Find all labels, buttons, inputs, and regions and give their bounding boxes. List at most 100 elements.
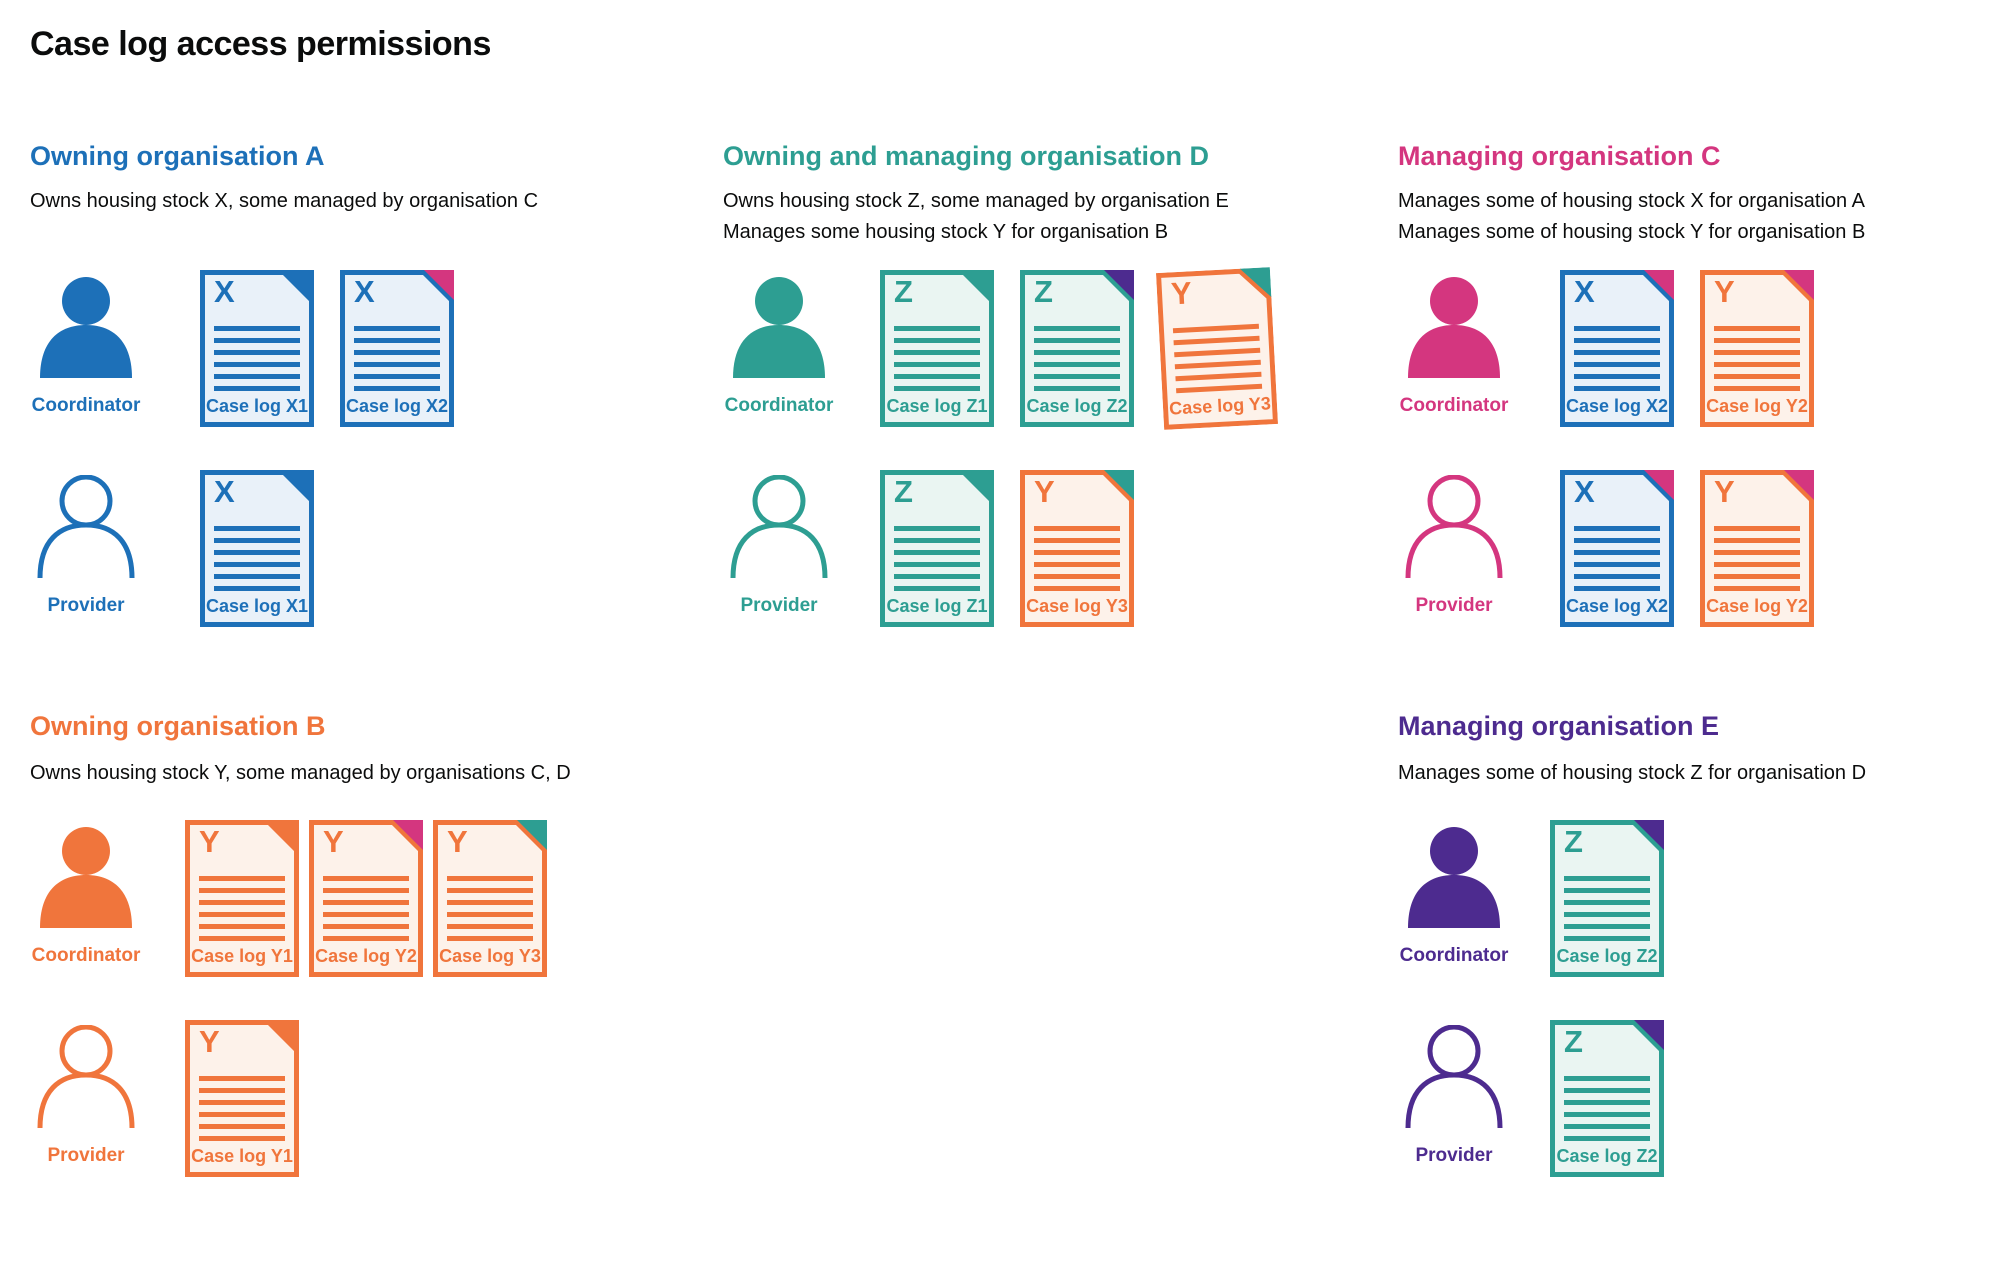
document-label: Case log Z1 [886, 396, 988, 416]
case-log-document-icon: Z Case log Z2 [1020, 270, 1134, 427]
document-text-line [323, 900, 409, 905]
corner-fold [284, 470, 314, 500]
document-letter: X [214, 474, 235, 509]
corner-fold [964, 470, 994, 500]
corner-fold [1239, 267, 1272, 298]
document-text-line [1564, 912, 1650, 917]
role-label: Provider [47, 595, 125, 616]
document-text-line [1564, 1112, 1650, 1117]
provider-figure: Provider [30, 470, 142, 630]
section-description: Manages some of housing stock Z for orga… [1398, 758, 1866, 789]
document-letter: Y [323, 824, 344, 859]
coordinator-person-icon [1408, 277, 1500, 378]
document-label: Case log Z1 [886, 596, 988, 616]
document-text-line [1034, 586, 1120, 591]
document-text-lines [323, 876, 409, 948]
document-text-line [1564, 900, 1650, 905]
document-text-line [354, 374, 440, 379]
document-letter: Y [1714, 474, 1735, 509]
document-text-lines [354, 326, 440, 398]
document-label: Case log Z2 [1026, 396, 1128, 416]
document-text-line [214, 350, 300, 355]
document-text-line [1564, 1124, 1650, 1129]
document-label: Case log Y3 [439, 946, 541, 966]
document-text-line [1564, 924, 1650, 929]
corner-fold [964, 270, 994, 300]
document-text-line [1574, 538, 1660, 543]
role-label: Coordinator [31, 945, 141, 966]
document-text-line [199, 876, 285, 881]
case-log-document-icon: Z Case log Z2 [1550, 820, 1664, 977]
document-text-line [1176, 383, 1263, 394]
document-text-line [894, 386, 980, 391]
document-text-line [323, 924, 409, 929]
provider-person-icon [37, 1025, 135, 1128]
coordinator-figure: Coordinator [1398, 270, 1510, 430]
case-log-document-icon: X Case log X2 [340, 270, 454, 427]
document-text-line [199, 1124, 285, 1129]
document-text-line [354, 326, 440, 331]
case-log-document-icon: Z Case log Z1 [880, 470, 994, 627]
coordinator-figure: Coordinator [1398, 820, 1510, 980]
document-text-line [447, 912, 533, 917]
document-label: Case log X2 [345, 396, 449, 416]
document-letter: Z [1564, 824, 1583, 859]
document-text-line [1714, 562, 1800, 567]
role-label: Provider [1415, 595, 1493, 616]
document-text-line [894, 538, 980, 543]
document-text-lines [1564, 1076, 1650, 1148]
document-text-lines [1714, 526, 1800, 598]
coordinator-person-icon [40, 277, 132, 378]
section-description: Owns housing stock X, some managed by or… [30, 186, 538, 217]
document-label: Case log X1 [205, 596, 309, 616]
document-text-line [894, 574, 980, 579]
document-text-lines [199, 876, 285, 948]
document-text-line [1714, 550, 1800, 555]
section-heading: Managing organisation E [1398, 711, 1720, 741]
document-text-line [894, 550, 980, 555]
document-text-line [214, 574, 300, 579]
section-heading: Owning organisation B [30, 711, 326, 741]
document-text-line [1564, 1136, 1650, 1141]
document-text-line [447, 888, 533, 893]
document-text-lines [214, 326, 300, 398]
document-text-line [1714, 538, 1800, 543]
case-log-list: Y Case log Y1 Y Case log Y2 Y Case log Y3 [185, 820, 547, 977]
document-text-line [1564, 936, 1650, 941]
document-text-line [214, 562, 300, 567]
document-text-line [1714, 350, 1800, 355]
document-text-line [1034, 350, 1120, 355]
document-text-line [199, 936, 285, 941]
case-log-list: Y Case log Y1 [185, 1020, 299, 1177]
permission-row-provider: Provider Y Case log Y1 [30, 1020, 690, 1220]
document-text-line [1034, 386, 1120, 391]
provider-person-icon [1405, 475, 1503, 578]
coordinator-figure: Coordinator [30, 270, 142, 430]
document-text-line [894, 338, 980, 343]
document-label: Case log X2 [1565, 396, 1669, 416]
document-letter: Z [1034, 274, 1053, 309]
permission-row-provider: Provider X Case log X2 Y Case log Y2 [1398, 470, 2000, 670]
case-log-document-icon: X Case log X2 [1560, 470, 1674, 627]
document-text-line [894, 562, 980, 567]
corner-fold [1784, 270, 1814, 300]
document-text-lines [894, 326, 980, 398]
section-org-d: Owning and managing organisation D Owns h… [723, 140, 1383, 700]
case-log-document-icon: Z Case log Z1 [880, 270, 994, 427]
section-heading: Owning and managing organisation D [723, 141, 1210, 171]
document-letter: X [1574, 474, 1595, 509]
section-heading: Managing organisation C [1398, 141, 1721, 171]
coordinator-person-icon [1408, 827, 1500, 928]
coordinator-figure: Coordinator [723, 270, 835, 430]
document-letter: Z [1564, 1024, 1583, 1059]
permission-row-coordinator: Coordinator Y Case log Y1 Y Case log Y2 Y Case… [30, 820, 690, 1020]
coordinator-person-icon [40, 827, 132, 928]
corner-fold [1634, 820, 1664, 850]
provider-figure: Provider [30, 1020, 142, 1180]
case-log-list: Z Case log Z2 [1550, 820, 1664, 977]
corner-fold [1104, 470, 1134, 500]
section-description: Manages some of housing stock X for orga… [1398, 186, 1865, 248]
document-text-line [1034, 550, 1120, 555]
case-log-document-icon: Y Case log Y2 [1700, 270, 1814, 427]
